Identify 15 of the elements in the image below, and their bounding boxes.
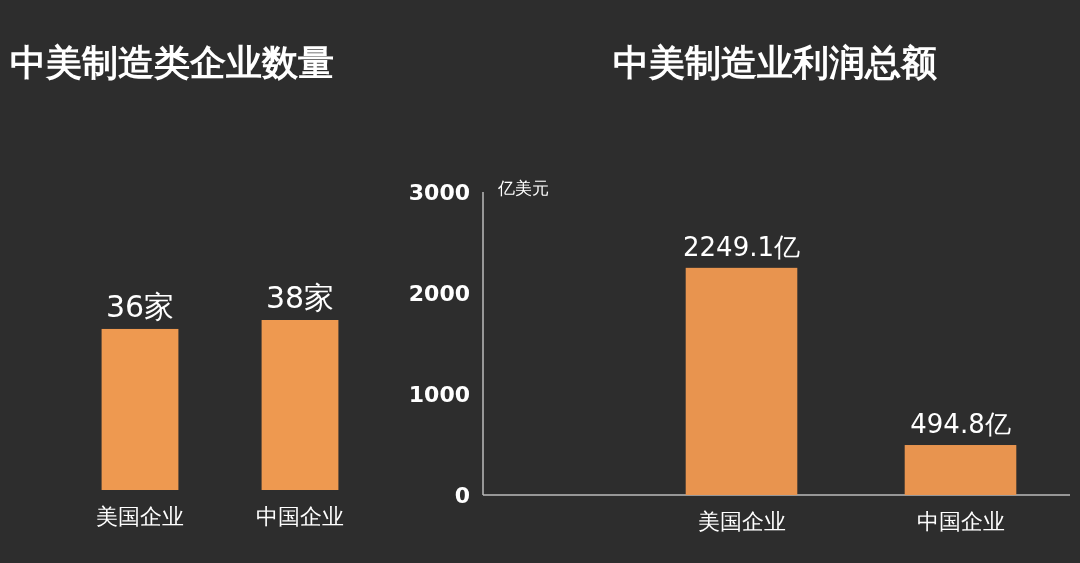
y-tick-label: 0: [454, 483, 470, 508]
data-label: 36家: [105, 288, 175, 324]
chart-title: 中美制造业利润总额: [613, 42, 937, 83]
x-tick-label: 美国企业: [96, 504, 184, 529]
y-tick-label: 3000: [408, 180, 470, 205]
data-label: 494.8亿: [910, 409, 1011, 440]
x-tick-label: 中国企业: [916, 509, 1005, 534]
chart-title: 中美制造类企业数量: [10, 42, 334, 83]
y-tick-label: 2000: [408, 281, 470, 306]
x-tick-label: 美国企业: [697, 509, 786, 534]
data-label: 2249.1亿: [683, 231, 800, 262]
y-tick-label: 1000: [408, 382, 470, 407]
x-tick-label: 中国企业: [256, 504, 344, 529]
y-axis-title: 亿美元: [497, 178, 549, 198]
data-label: 38家: [265, 280, 335, 315]
